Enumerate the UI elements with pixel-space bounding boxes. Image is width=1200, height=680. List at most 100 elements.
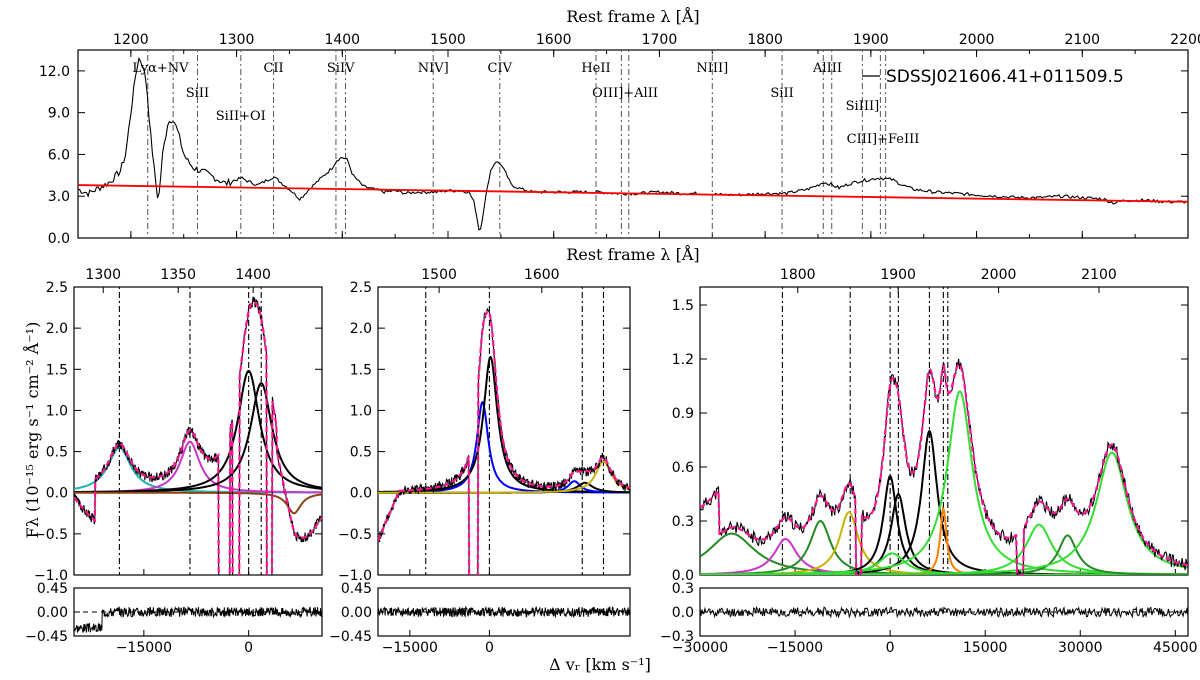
siiv-curves <box>74 295 322 575</box>
siiv-component-curve <box>74 491 322 515</box>
ciii-component-curve <box>700 511 1188 575</box>
civ-ytick-label: −0.5 <box>338 527 372 543</box>
ciii-res-ytick-label: 0.0 <box>672 605 694 621</box>
top-xtick-label: 1400 <box>324 32 360 48</box>
ciii-component-curve <box>700 390 1188 575</box>
ciii-ytick-label: 1.2 <box>672 352 694 368</box>
emission-line-markers <box>147 50 887 238</box>
top-axis-title: Rest frame λ [Å] <box>566 6 699 26</box>
ciii-top-tick-label: 2100 <box>1081 267 1117 283</box>
top-xtick-label: 1700 <box>642 32 678 48</box>
siiv-xtick-label: 0 <box>244 640 253 656</box>
civ-frame <box>377 286 631 576</box>
ciii-xtick-label: −15000 <box>767 640 823 656</box>
siiv-res-ytick-label: −0.45 <box>25 629 68 645</box>
top-ytick-label: 6.0 <box>48 147 70 163</box>
siiv-ytick-label: −1.0 <box>34 568 68 584</box>
siiv-res-ytick-label: 0.45 <box>37 581 68 597</box>
ciii-xtick-label: 45000 <box>1153 640 1198 656</box>
siiv-component-curve <box>74 382 322 494</box>
siiv-ytick-label: −0.5 <box>34 527 68 543</box>
ciii-xtick-label: 0 <box>886 640 895 656</box>
emission-line-label: SiII <box>770 86 793 101</box>
civ-ytick-label: 0.5 <box>350 445 372 461</box>
siiv-frame <box>73 286 323 576</box>
top-xtick-label: 1500 <box>430 32 466 48</box>
civ-total-fit <box>378 310 630 575</box>
ciii-res-ytick-label: −0.3 <box>660 629 694 645</box>
ciii-ytick-label: 1.5 <box>672 298 694 314</box>
top-ytick-label: 0.0 <box>48 231 70 247</box>
legend-label: SDSSJ021606.41+011509.5 <box>886 67 1124 87</box>
emission-line-label: SiIV <box>327 61 355 76</box>
siiv-ytick-label: 0.0 <box>46 486 68 502</box>
emission-line-label: NIII] <box>696 61 728 76</box>
emission-line-label: Lyα+NV <box>132 61 189 76</box>
siiv-fit-panel: −1.0 −0.5 0.0 0.5 1.0 1.5 2.0 2.5 −0.45 0.00 0.45 −… <box>25 267 323 656</box>
civ-residual-line <box>378 605 630 619</box>
civ-ytick-label: 1.5 <box>350 362 372 378</box>
siiv-ytick-label: 1.0 <box>46 403 68 419</box>
civ-curves <box>378 308 630 575</box>
civ-ytick-label: −1.0 <box>338 568 372 584</box>
top-xtick-label: 2100 <box>1064 32 1100 48</box>
top-ytick-label: 9.0 <box>48 106 70 122</box>
ciii-xtick-label: 30000 <box>1058 640 1103 656</box>
ciii-component-curve <box>700 506 1188 575</box>
top-xtick-label: 2000 <box>959 32 995 48</box>
civ-component-curve <box>378 460 630 494</box>
top-spectrum-panel: Rest frame λ [Å] 1200 1300 1400 1500 1600 170… <box>39 6 1200 247</box>
emission-line-label: CIII]+FeIII <box>847 132 920 147</box>
siiv-res-ytick-label: 0.00 <box>37 605 68 621</box>
top-ytick-label: 3.0 <box>48 189 70 205</box>
top-panel-ticks: 1200 1300 1400 1500 1600 1700 1800 1900 2000 2100… <box>39 32 1200 247</box>
ciii-ytick-label: 0.6 <box>672 460 694 476</box>
ciii-top-tick-label: 1800 <box>780 267 816 283</box>
ciii-xtick-label: −30000 <box>672 640 728 656</box>
siiv-ytick-label: 0.5 <box>46 445 68 461</box>
emission-line-label: SiII <box>186 86 209 101</box>
ciii-top-tick-label: 2000 <box>981 267 1017 283</box>
emission-line-label: NIV] <box>418 61 449 76</box>
siiv-observed-spectrum <box>74 295 322 575</box>
emission-line-label: CII <box>263 61 283 76</box>
civ-ytick-label: 1.0 <box>350 403 372 419</box>
siiv-ytick-label: 2.5 <box>46 280 68 296</box>
siiv-top-tick-label: 1400 <box>235 267 271 283</box>
civ-component-curve <box>378 355 630 494</box>
ciii-xtick-label: 15000 <box>963 640 1008 656</box>
top-xtick-label: 1600 <box>536 32 572 48</box>
ciii-component-curve <box>700 537 1188 575</box>
ciii-total-fit <box>700 363 1188 575</box>
ciii-curves <box>700 358 1188 575</box>
civ-ytick-label: 2.0 <box>350 321 372 337</box>
emission-line-label: AlIII <box>812 61 842 76</box>
civ-fit-panel: −1.0 −0.5 0.0 0.5 1.0 1.5 2.0 2.5 −0.45 0.00 0.45 −… <box>329 267 631 656</box>
siiv-residual-line <box>74 605 322 633</box>
emission-line-label: HeII <box>581 61 610 76</box>
ciii-residual-line <box>700 605 1188 619</box>
emission-line-label: SiII+OI <box>216 109 266 124</box>
continuum-fit-line <box>77 184 1189 203</box>
ciii-component-curve <box>700 451 1188 575</box>
civ-top-tick-label: 1500 <box>421 267 457 283</box>
siiv-total-fit <box>74 301 322 575</box>
top-panel-frame <box>77 49 1189 239</box>
siiv-top-tick-label: 1350 <box>160 267 196 283</box>
emission-line-label: CIV <box>488 61 513 76</box>
emission-line-labels: Lyα+NV SiII SiII+OI CII SiIV NIV] CIV HeII OIII]… <box>132 61 919 147</box>
civ-xtick-label: −15000 <box>382 640 438 656</box>
ciii-observed-spectrum <box>700 358 1188 575</box>
ciii-res-ytick-label: 0.3 <box>672 581 694 597</box>
mid-axis-title: Rest frame λ [Å] <box>566 244 699 264</box>
siiv-component-curve <box>74 369 322 493</box>
civ-res-ytick-label: −0.45 <box>329 629 372 645</box>
y-axis-title: Fλ (10⁻¹⁵ erg s⁻¹ cm⁻² Å⁻¹) <box>22 322 42 539</box>
top-xtick-label: 1300 <box>219 32 255 48</box>
top-xtick-label: 1800 <box>747 32 783 48</box>
top-xtick-label: 1900 <box>853 32 889 48</box>
civ-ytick-label: 0.0 <box>350 486 372 502</box>
siiv-ytick-label: 2.0 <box>46 321 68 337</box>
x-axis-title: Δ vᵣ [km s⁻¹] <box>549 655 651 674</box>
